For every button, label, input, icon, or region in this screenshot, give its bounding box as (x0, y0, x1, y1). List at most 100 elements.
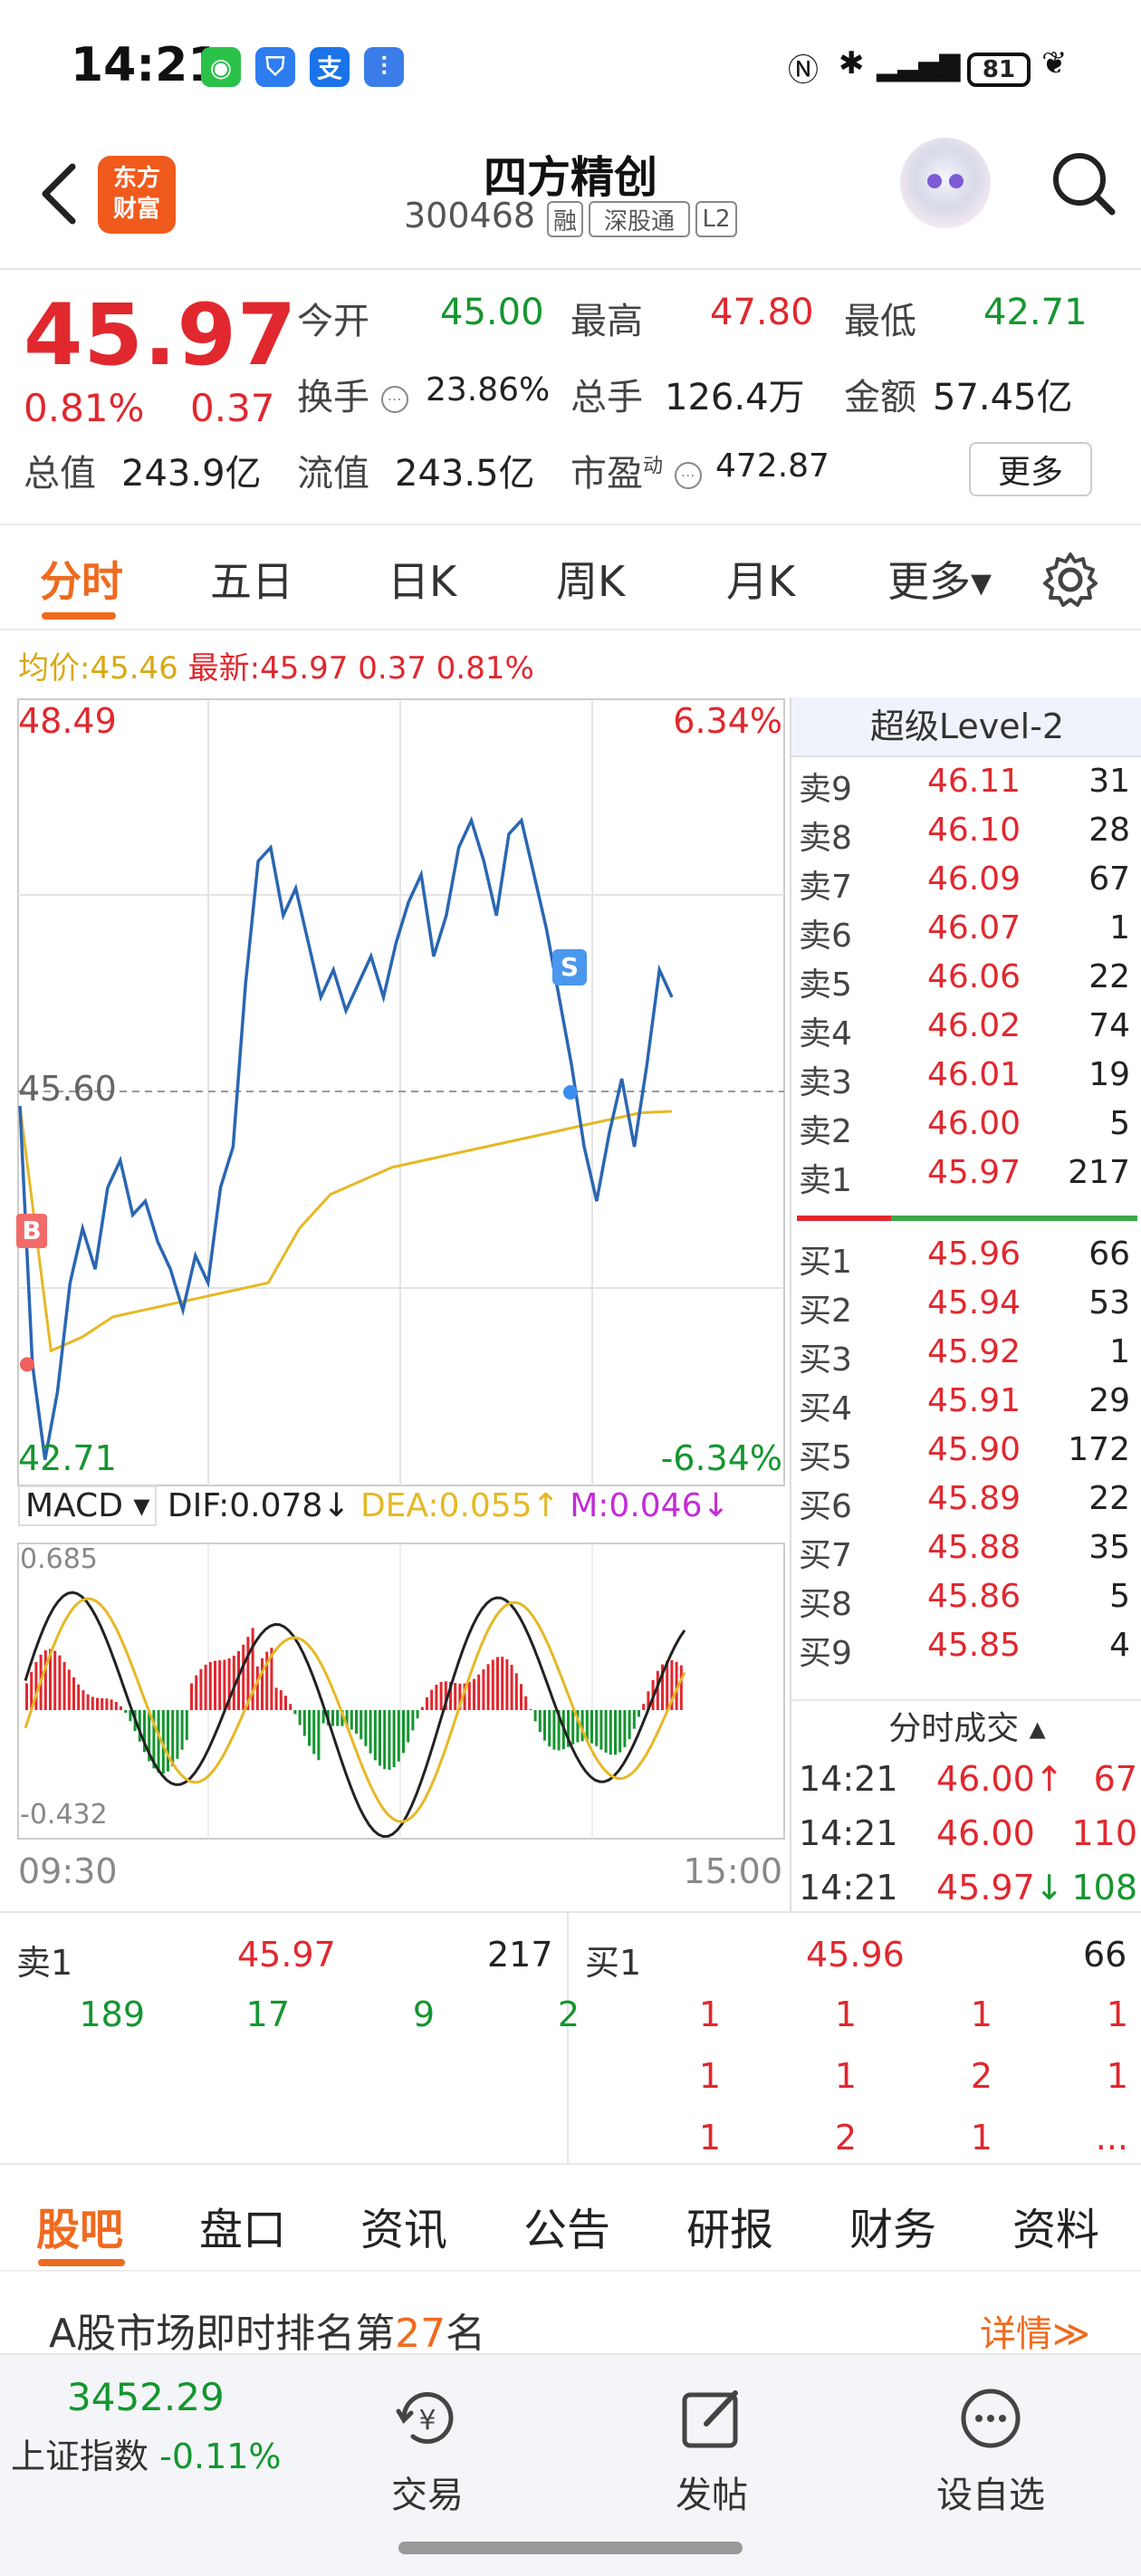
assistant-robot-icon[interactable] (900, 138, 991, 228)
macd-bar (486, 1664, 490, 1710)
trades-title[interactable]: 分时成交 ▴ (888, 1710, 1046, 1747)
change-amount: 0.37 (190, 386, 275, 430)
macd-bar (308, 1710, 311, 1746)
bid-row[interactable]: 买9 45.85 4 (791, 1627, 1141, 1676)
tab-profile[interactable]: 资料 (1012, 2205, 1100, 2255)
macd-bar (336, 1710, 340, 1726)
tab-monthly-k[interactable]: 月K (726, 557, 796, 606)
ask-row[interactable]: 卖6 46.07 1 (791, 909, 1141, 958)
macd-bar (463, 1683, 466, 1710)
tab-news[interactable]: 资讯 (360, 2205, 448, 2255)
turnover-label: 换手 ⋯ (297, 368, 408, 420)
dif-line (24, 1591, 686, 1839)
back-icon[interactable] (33, 158, 87, 230)
index-widget[interactable]: 3452.29 上证指数 -0.11% (0, 2375, 308, 2478)
tab-more[interactable]: 更多▾ (887, 557, 992, 606)
ask-row[interactable]: 卖3 46.01 19 (791, 1056, 1141, 1105)
level2-tag: L2 (695, 201, 737, 237)
bid-row[interactable]: 买4 45.91 29 (791, 1382, 1141, 1431)
chart-tabs: 分时 五日 日K 周K 月K 更多▾ (0, 524, 1141, 630)
ask-label: 卖6 (799, 918, 852, 955)
more-dots-icon (961, 2389, 1021, 2448)
macd-bar (345, 1710, 349, 1727)
ask-row[interactable]: 卖2 46.00 5 (791, 1105, 1141, 1154)
trade-price: 45.97↓ (936, 1868, 1064, 1908)
macd-bar (505, 1658, 509, 1710)
ask-volume: 217 (1068, 1154, 1130, 1191)
settings-gear-icon[interactable] (1041, 551, 1099, 609)
bid-row[interactable]: 买8 45.86 5 (791, 1578, 1141, 1627)
rank-banner[interactable]: A股市场即时排名第27名 详情≫ (0, 2272, 1141, 2359)
more-button[interactable]: 更多 (969, 442, 1092, 496)
tab-intraday[interactable]: 分时 (40, 557, 123, 606)
macd-bar (91, 1697, 94, 1710)
buy-point (20, 1357, 34, 1372)
sell-marker[interactable]: S (552, 949, 587, 985)
buy-queue-item: 1 (834, 1994, 857, 2034)
add-watchlist-button[interactable]: 设自选 (900, 2382, 1081, 2518)
ask-row[interactable]: 卖9 46.11 31 (791, 763, 1141, 812)
bid-row[interactable]: 买1 45.96 66 (791, 1235, 1141, 1284)
rank-detail-link[interactable]: 详情≫ (980, 2313, 1090, 2355)
ask-label: 卖3 (799, 1064, 852, 1101)
bid-label: 买9 (799, 1635, 852, 1672)
tab-daily-k[interactable]: 日K (388, 557, 457, 606)
bid-row[interactable]: 买3 45.92 1 (791, 1333, 1141, 1382)
buy-marker[interactable]: B (16, 1214, 47, 1248)
macd-bar (279, 1690, 283, 1710)
bottom-toolbar: 3452.29 上证指数 -0.11% ¥ 交易 发帖 设自选 (0, 2353, 1141, 2576)
macd-bar (580, 1710, 584, 1742)
tab-announcements[interactable]: 公告 (523, 2205, 611, 2255)
order-book[interactable]: 超级Level-2 卖9 46.11 31 卖8 46.10 28 卖7 46.09 67 卖6 4… (790, 697, 1141, 1911)
bid-row[interactable]: 买2 45.94 53 (791, 1284, 1141, 1333)
macd-bar (82, 1690, 85, 1710)
macd-bar (101, 1697, 104, 1710)
bid-volume: 66 (1088, 1235, 1130, 1273)
macd-bar (350, 1710, 353, 1730)
bid-volume: 22 (1088, 1480, 1130, 1517)
macd-bar (397, 1710, 400, 1762)
pe-label: 市盈动 ⋯ (570, 444, 702, 496)
bid-price: 45.90 (927, 1431, 1021, 1468)
ask-row[interactable]: 卖8 46.10 28 (791, 812, 1141, 860)
tab-five-day[interactable]: 五日 (210, 557, 293, 606)
home-indicator[interactable] (398, 2542, 743, 2554)
tab-market[interactable]: 盘口 (199, 2205, 287, 2255)
index-value: 3452.29 (67, 2375, 225, 2419)
macd-bar (124, 1710, 128, 1713)
bid-row[interactable]: 买5 45.90 172 (791, 1431, 1141, 1480)
macd-bar (435, 1685, 438, 1710)
macd-bar (232, 1655, 235, 1710)
sell-queue-item: 2 (557, 1994, 580, 2034)
macd-bar (120, 1706, 122, 1710)
bid-row[interactable]: 买7 45.88 35 (791, 1529, 1141, 1578)
macd-bar (496, 1657, 499, 1710)
macd-top-value: 0.685 (20, 1543, 98, 1575)
tab-forum[interactable]: 股吧 (36, 2205, 124, 2255)
ask-label: 卖8 (799, 820, 852, 857)
buy-queue-item: 1 (1106, 2056, 1128, 2096)
ask-row[interactable]: 卖5 46.06 22 (791, 958, 1141, 1007)
tab-finance[interactable]: 财务 (849, 2205, 937, 2255)
macd-bar (157, 1710, 160, 1773)
ask-row[interactable]: 卖4 46.02 74 (791, 1007, 1141, 1056)
float-value: 243.5亿 (395, 453, 535, 495)
search-icon[interactable] (1047, 147, 1119, 219)
post-button[interactable]: 发帖 (621, 2382, 802, 2518)
bid-label: 买8 (799, 1586, 852, 1623)
trade-time: 14:21 (799, 1868, 898, 1908)
intraday-chart-svg (17, 698, 785, 1486)
sell-queue-item: 17 (245, 1994, 290, 2034)
trade-button[interactable]: ¥ 交易 (337, 2382, 518, 2518)
tab-weekly-k[interactable]: 周K (556, 557, 626, 606)
macd-selector[interactable]: MACD ▾ (18, 1485, 158, 1526)
bid-row[interactable]: 买6 45.89 22 (791, 1480, 1141, 1529)
intraday-chart[interactable]: 48.49 6.34% 45.60 42.71 -6.34% B S (16, 697, 786, 1504)
macd-bar (416, 1710, 419, 1719)
ask-row[interactable]: 卖7 46.09 67 (791, 860, 1141, 909)
macd-bar (614, 1710, 617, 1755)
ask-row[interactable]: 卖1 45.97 217 (791, 1154, 1141, 1203)
stock-code: 300468 (404, 196, 536, 235)
high-value: 47.80 (710, 292, 814, 333)
tab-research[interactable]: 研报 (686, 2205, 774, 2255)
